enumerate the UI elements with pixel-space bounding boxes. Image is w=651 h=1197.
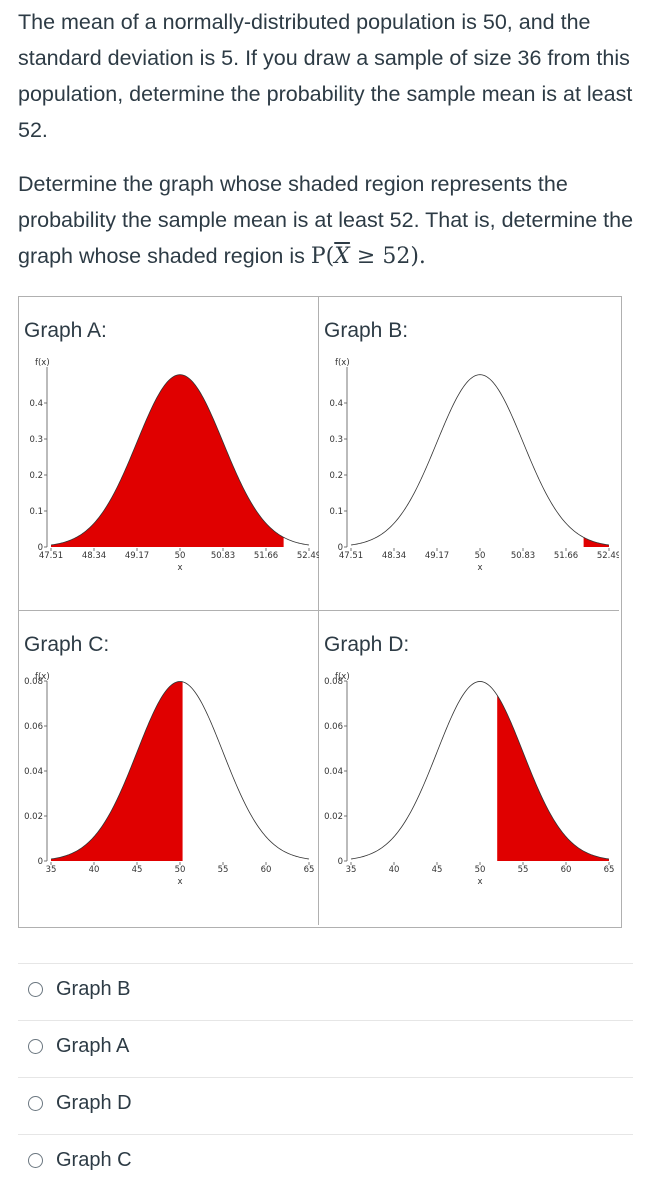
density-curve [50,374,310,546]
question-text: The mean of a normally-distributed popul… [18,4,638,275]
y-tick-label: 0.08 [324,677,343,687]
y-tick-label: 0.02 [324,812,343,822]
instruction-text: Determine the graph whose shaded region … [18,172,634,268]
x-tick-label: 55 [218,865,229,875]
x-tick-label: 65 [304,865,315,875]
y-tick-label: 0 [38,857,43,867]
x-tick-label: 40 [389,865,400,875]
x-tick-label: 50.83 [511,551,535,561]
y-tick-label: 0.4 [29,399,43,409]
prob-suffix: ≥ 52). [349,244,426,269]
density-curve [50,681,310,860]
x-tick-label: 47.51 [39,551,63,561]
y-tick-label: 0.04 [324,767,343,777]
shaded-region [51,681,183,861]
radio-button[interactable] [28,1096,43,1111]
x-tick-label: 49.17 [125,551,149,561]
x-tick-label: 65 [604,865,615,875]
graph-a-plot: f(x) 0 0.1 0.2 0.3 0.4 47.51 48.34 49.17 50 50.83 5… [29,358,319,573]
y-axis-label: f(x) [335,672,350,682]
graph-a-cell: Graph A: f(x) 0 0.1 0.2 0.3 0.4 47.51 48.34 49.1… [19,297,319,611]
x-tick-label: 45 [432,865,443,875]
y-tick-label: 0.02 [24,812,43,822]
y-tick-label: 0.06 [24,722,43,732]
x-tick-label: 50 [175,551,186,561]
y-tick-label: 0.3 [29,435,43,445]
x-tick-label: 55 [518,865,529,875]
y-tick-label: 0.2 [329,471,343,481]
probability-expression: P(X ≥ 52). [311,244,426,269]
x-tick-label: 48.34 [82,551,106,561]
x-tick-label: 35 [346,865,357,875]
choice-graph-a[interactable]: Graph A [18,1020,633,1077]
y-tick-label: 0.3 [329,435,343,445]
x-tick-label: 51.66 [554,551,578,561]
x-tick-label: 35 [46,865,57,875]
graph-c-plot: f(x) 0 0.02 0.04 0.06 0.08 35 40 45 50 55 60 65 x [24,672,315,887]
choice-label: Graph B [56,978,131,1000]
choice-graph-b[interactable]: Graph B [18,963,633,1020]
x-tick-label: 52.49 [297,551,319,561]
y-tick-label: 0.2 [29,471,43,481]
x-tick-label: 50.83 [211,551,235,561]
graph-c-cell: Graph C: f(x) 0 0.02 0.04 0.06 0.08 35 40 45 50 55… [19,611,319,925]
answer-choices: Graph B Graph A Graph D Graph C [18,963,633,1191]
density-curve [350,681,610,860]
x-tick-label: 50 [475,865,486,875]
graphs-grid: Graph A: f(x) 0 0.1 0.2 0.3 0.4 47.51 48.34 49.1… [18,296,622,928]
graph-d-cell: Graph D: f(x) 0 0.02 0.04 0.06 0.08 35 40 45 50 55… [319,611,619,925]
shaded-region [497,695,609,861]
choice-label: Graph D [56,1092,132,1114]
graph-b-cell: Graph B: f(x) 0 0.1 0.2 0.3 0.4 47.51 48.34 49.1… [319,297,619,611]
y-tick-label: 0.08 [24,677,43,687]
y-tick-label: 0 [338,857,343,867]
radio-button[interactable] [28,1153,43,1168]
choice-graph-d[interactable]: Graph D [18,1077,633,1134]
sample-mean-symbol: X [334,244,350,269]
radio-button[interactable] [28,1039,43,1054]
choice-label: Graph C [56,1149,132,1171]
x-tick-label: 51.66 [254,551,278,561]
graph-title: Graph B: [324,319,409,342]
x-tick-label: 60 [261,865,272,875]
y-axis-label: f(x) [35,358,50,368]
x-tick-label: 40 [89,865,100,875]
y-axis-label: f(x) [335,358,350,368]
x-tick-label: 50 [175,865,186,875]
y-tick-label: 0.4 [329,399,343,409]
question-paragraph-1: The mean of a normally-distributed popul… [18,10,633,142]
x-tick-label: 60 [561,865,572,875]
shaded-region [51,374,284,547]
x-tick-label: 50 [475,551,486,561]
question-paragraph-2: Determine the graph whose shaded region … [18,166,638,275]
graph-title: Graph A: [24,319,107,342]
x-axis-label: x [477,877,482,887]
x-tick-label: 48.34 [382,551,406,561]
graph-d-plot: f(x) 0 0.02 0.04 0.06 0.08 35 40 45 50 55 60 65 x [324,672,615,887]
y-tick-label: 0.1 [29,507,43,517]
y-tick-label: 0.04 [24,767,43,777]
prob-prefix: P( [310,244,335,269]
radio-button[interactable] [28,982,43,997]
graph-b-plot: f(x) 0 0.1 0.2 0.3 0.4 47.51 48.34 49.17 50 50.83 5… [329,358,619,573]
graph-title: Graph C: [24,633,110,656]
x-axis-label: x [177,563,182,573]
choice-graph-c[interactable]: Graph C [18,1134,633,1191]
y-axis-label: f(x) [35,672,50,682]
y-tick-label: 0.1 [329,507,343,517]
x-axis-label: x [177,877,182,887]
x-axis-label: x [477,563,482,573]
choice-label: Graph A [56,1035,130,1057]
x-tick-label: 52.49 [597,551,619,561]
y-tick-label: 0 [338,543,343,553]
x-tick-label: 45 [132,865,143,875]
shaded-region [583,537,609,547]
y-tick-label: 0 [38,543,43,553]
density-curve [350,374,610,546]
graph-title: Graph D: [324,633,410,656]
y-tick-label: 0.06 [324,722,343,732]
x-tick-label: 49.17 [425,551,449,561]
x-tick-label: 47.51 [339,551,363,561]
